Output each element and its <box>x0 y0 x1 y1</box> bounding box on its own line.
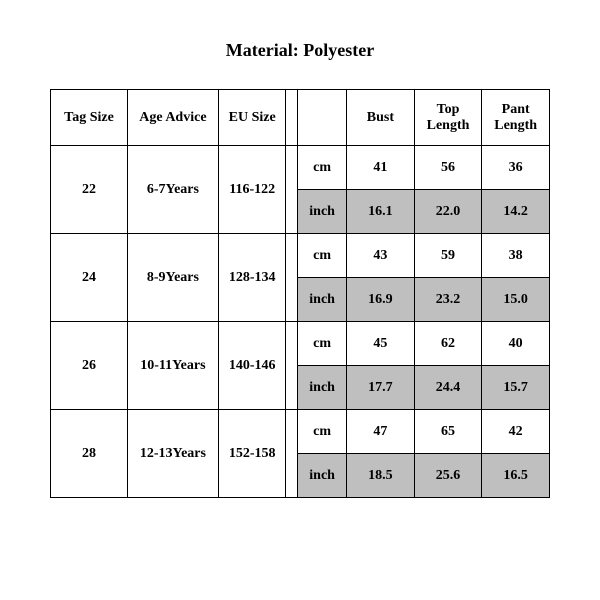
cell-tag: 26 <box>51 322 128 410</box>
cell-unit-cm: cm <box>298 146 347 190</box>
table-body: 22 6-7Years 116-122 cm 41 56 36 inch 16.… <box>51 146 550 498</box>
row-spacer <box>286 146 298 234</box>
cell-unit-cm: cm <box>298 234 347 278</box>
cell-top: 65 <box>414 410 482 454</box>
cell-pant: 42 <box>482 410 550 454</box>
table-row: 24 8-9Years 128-134 cm 43 59 38 <box>51 234 550 278</box>
cell-age: 10-11Years <box>127 322 218 410</box>
table-row: 26 10-11Years 140-146 cm 45 62 40 <box>51 322 550 366</box>
cell-top: 59 <box>414 234 482 278</box>
row-spacer <box>286 234 298 322</box>
cell-eu: 128-134 <box>218 234 286 322</box>
cell-pant: 36 <box>482 146 550 190</box>
table-header-row: Tag Size Age Advice EU Size Bust Top Len… <box>51 90 550 146</box>
cell-unit-inch: inch <box>298 190 347 234</box>
cell-tag: 22 <box>51 146 128 234</box>
cell-bust: 16.1 <box>347 190 415 234</box>
cell-top: 23.2 <box>414 278 482 322</box>
cell-age: 12-13Years <box>127 410 218 498</box>
cell-top: 24.4 <box>414 366 482 410</box>
cell-pant: 15.7 <box>482 366 550 410</box>
col-tag-size: Tag Size <box>51 90 128 146</box>
cell-bust: 47 <box>347 410 415 454</box>
header-spacer <box>286 90 298 146</box>
cell-top: 62 <box>414 322 482 366</box>
cell-pant: 38 <box>482 234 550 278</box>
cell-pant: 16.5 <box>482 454 550 498</box>
cell-unit-cm: cm <box>298 322 347 366</box>
cell-bust: 43 <box>347 234 415 278</box>
cell-eu: 140-146 <box>218 322 286 410</box>
col-top-length: Top Length <box>414 90 482 146</box>
cell-eu: 116-122 <box>218 146 286 234</box>
cell-age: 6-7Years <box>127 146 218 234</box>
cell-age: 8-9Years <box>127 234 218 322</box>
cell-pant: 15.0 <box>482 278 550 322</box>
cell-bust: 45 <box>347 322 415 366</box>
col-age-advice: Age Advice <box>127 90 218 146</box>
col-bust: Bust <box>347 90 415 146</box>
size-table: Tag Size Age Advice EU Size Bust Top Len… <box>50 89 550 498</box>
table-row: 22 6-7Years 116-122 cm 41 56 36 <box>51 146 550 190</box>
cell-pant: 40 <box>482 322 550 366</box>
cell-tag: 28 <box>51 410 128 498</box>
cell-bust: 16.9 <box>347 278 415 322</box>
col-unit <box>298 90 347 146</box>
col-pant-length: Pant Length <box>482 90 550 146</box>
cell-tag: 24 <box>51 234 128 322</box>
table-row: 28 12-13Years 152-158 cm 47 65 42 <box>51 410 550 454</box>
cell-unit-inch: inch <box>298 454 347 498</box>
cell-bust: 18.5 <box>347 454 415 498</box>
cell-unit-inch: inch <box>298 278 347 322</box>
cell-bust: 17.7 <box>347 366 415 410</box>
cell-unit-cm: cm <box>298 410 347 454</box>
cell-unit-inch: inch <box>298 366 347 410</box>
row-spacer <box>286 410 298 498</box>
cell-top: 25.6 <box>414 454 482 498</box>
cell-top: 22.0 <box>414 190 482 234</box>
col-eu-size: EU Size <box>218 90 286 146</box>
cell-pant: 14.2 <box>482 190 550 234</box>
cell-bust: 41 <box>347 146 415 190</box>
cell-top: 56 <box>414 146 482 190</box>
row-spacer <box>286 322 298 410</box>
cell-eu: 152-158 <box>218 410 286 498</box>
page-title: Material: Polyester <box>50 40 550 61</box>
